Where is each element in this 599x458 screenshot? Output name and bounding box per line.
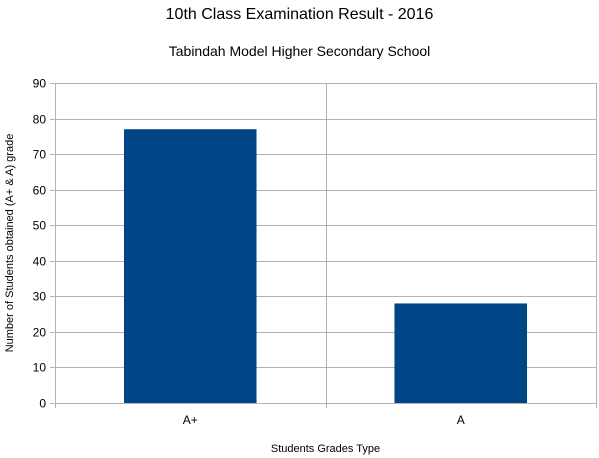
y-tick-label: 80 [33,113,47,127]
y-axis-title: Number of Students obtained (A+ & A) gra… [4,134,16,353]
bars [123,129,528,403]
bar-a [394,303,528,403]
y-tick-label: 10 [33,361,47,375]
x-tick-label: A [457,413,465,427]
chart-title: 10th Class Examination Result - 2016 [165,6,434,23]
x-tick-label: A+ [183,413,198,427]
x-axis-title: Students Grades Type [271,443,380,455]
axes [55,83,597,408]
chart-subtitle: Tabindah Model Higher Secondary School [168,43,431,59]
y-tick-label: 60 [33,184,47,198]
y-tick-label: 40 [33,255,47,269]
y-tick-label: 90 [33,77,47,91]
y-tick-label: 20 [33,326,47,340]
y-tick-label: 30 [33,290,47,304]
y-tick-label: 50 [33,219,47,233]
y-tick-label: 70 [33,148,47,162]
bar-a-plus [123,129,257,403]
tick-labels: 0 10 20 30 40 50 60 70 80 90 A+ A [33,77,465,428]
y-tick-label: 0 [39,397,46,411]
